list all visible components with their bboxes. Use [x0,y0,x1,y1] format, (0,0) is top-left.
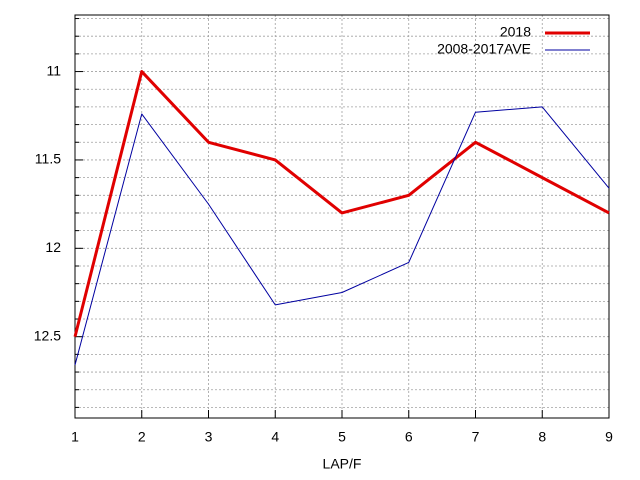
y-tick-label: 11 [46,62,61,78]
series-line [73,70,610,338]
x-tick-label: 3 [205,429,213,445]
y-tick-label: 12 [45,239,61,255]
x-tick-label: 6 [405,429,413,445]
x-tick-label: 5 [338,429,346,445]
x-tick-label: 7 [472,429,480,445]
x-tick-label: 9 [605,429,613,445]
legend-label: 2018 [500,24,531,40]
plot-frame [74,14,610,419]
y-tick-label: 11.5 [35,151,61,167]
x-tick-label: 1 [71,429,79,445]
x-tick-label: 2 [138,429,146,445]
x-tick-label: 8 [538,429,546,445]
x-axis-label: LAP/F [323,456,362,472]
y-tick-label: 12.5 [34,327,61,343]
x-tick-label: 4 [271,429,279,445]
legend-label: 2008-2017AVE [437,41,531,57]
series-line [74,106,610,366]
